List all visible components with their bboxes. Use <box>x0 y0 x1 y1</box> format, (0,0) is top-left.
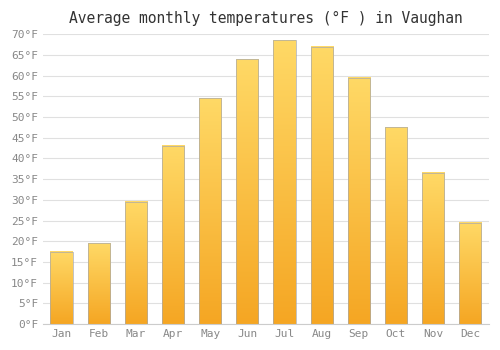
Bar <box>162 146 184 324</box>
Bar <box>310 47 333 324</box>
Bar <box>422 173 444 324</box>
Bar <box>310 47 333 324</box>
Bar <box>459 223 481 324</box>
Bar <box>348 78 370 324</box>
Bar <box>50 252 72 324</box>
Bar <box>385 127 407 324</box>
Bar <box>236 59 258 324</box>
Bar <box>199 98 222 324</box>
Title: Average monthly temperatures (°F ) in Vaughan: Average monthly temperatures (°F ) in Va… <box>69 11 463 26</box>
Bar <box>274 41 295 324</box>
Bar <box>124 202 147 324</box>
Bar <box>162 146 184 324</box>
Bar <box>348 78 370 324</box>
Bar <box>274 41 295 324</box>
Bar <box>422 173 444 324</box>
Bar <box>459 223 481 324</box>
Bar <box>236 59 258 324</box>
Bar <box>50 252 72 324</box>
Bar <box>199 98 222 324</box>
Bar <box>385 127 407 324</box>
Bar <box>124 202 147 324</box>
Bar <box>88 243 110 324</box>
Bar <box>88 243 110 324</box>
